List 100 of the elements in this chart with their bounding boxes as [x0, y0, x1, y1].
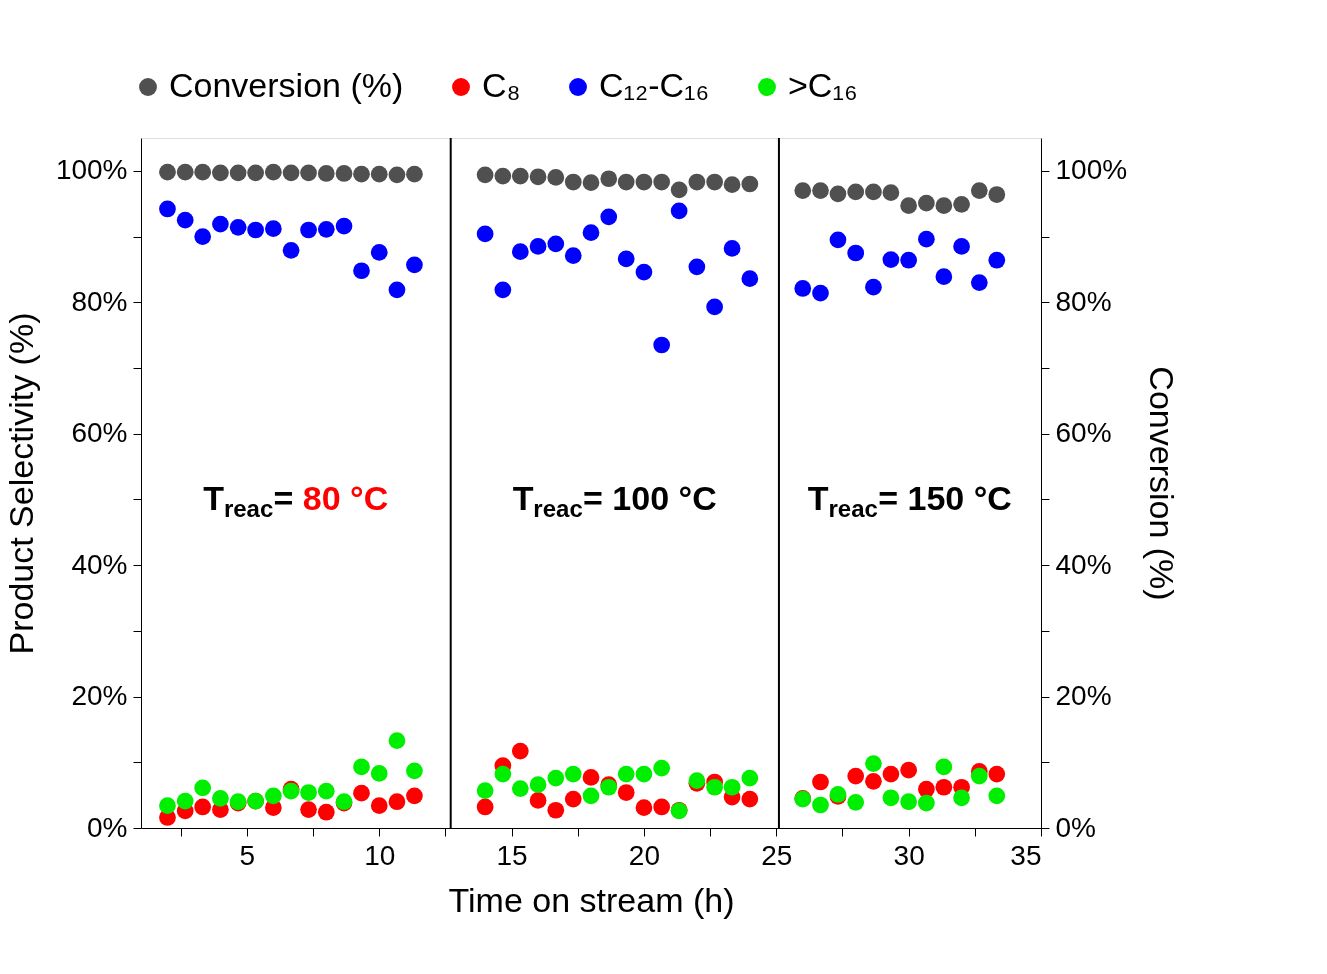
point [865, 772, 882, 790]
point [547, 769, 565, 787]
point [547, 801, 565, 819]
point [582, 787, 600, 805]
point [370, 165, 388, 183]
point [529, 238, 547, 255]
point [900, 793, 918, 811]
point [370, 797, 388, 815]
point [617, 784, 635, 801]
point [741, 790, 759, 808]
point [335, 217, 353, 235]
point [370, 765, 388, 782]
y2-tick-label: 100% [1055, 154, 1128, 186]
x-tick-label: 20 [628, 839, 661, 871]
point [317, 220, 335, 238]
point [264, 787, 282, 805]
point [476, 782, 494, 799]
y-tick-label: 80% [71, 285, 128, 317]
point [511, 742, 529, 760]
point [812, 182, 829, 199]
point [335, 165, 353, 182]
point [723, 240, 741, 257]
point [600, 208, 618, 226]
point [900, 251, 918, 269]
point [847, 244, 865, 262]
y-tick-label: 60% [71, 417, 128, 449]
point [918, 794, 935, 812]
point [476, 798, 494, 816]
y2-tick-label: 60% [1055, 417, 1112, 449]
point [953, 196, 970, 213]
point [617, 173, 635, 191]
x-axis-title: Time on stream (h) [448, 880, 735, 919]
point [970, 182, 988, 199]
point [388, 281, 406, 299]
point [317, 803, 335, 821]
point [935, 778, 953, 796]
legend-label: C₈ [482, 66, 521, 104]
point [529, 792, 547, 809]
point [900, 761, 918, 779]
point [264, 163, 282, 181]
point [547, 169, 565, 186]
point [882, 251, 900, 268]
point [159, 163, 176, 181]
point [564, 765, 582, 783]
x-tick-label: 10 [364, 839, 396, 871]
point [564, 790, 582, 808]
y2-axis-title: Conversion (%) [1143, 366, 1182, 601]
point [317, 165, 335, 182]
point [247, 164, 264, 182]
point [194, 779, 212, 797]
y-tick-label: 40% [71, 548, 128, 580]
point [494, 281, 512, 299]
y-tick-label: 100% [55, 154, 128, 186]
point [247, 221, 264, 239]
point [688, 258, 706, 276]
point [159, 200, 176, 218]
point [918, 194, 935, 212]
y-tick-label: 20% [71, 680, 128, 712]
point [370, 243, 388, 261]
point [882, 184, 900, 201]
point [847, 794, 865, 811]
point [317, 782, 335, 800]
legend-label: >C₁₆ [788, 66, 858, 104]
point [988, 251, 1006, 269]
point [176, 792, 194, 810]
point [476, 166, 494, 184]
x-tick-label: 35 [1010, 839, 1042, 871]
point [953, 238, 970, 255]
point [653, 336, 671, 354]
y2-tick-label: 40% [1055, 548, 1112, 580]
point [918, 780, 935, 798]
point [935, 758, 953, 776]
point [988, 787, 1006, 805]
point [159, 797, 176, 815]
point [212, 215, 229, 233]
point [847, 183, 865, 201]
point [741, 270, 759, 287]
point [212, 164, 229, 182]
point [635, 799, 653, 816]
point [547, 235, 565, 253]
point [988, 186, 1006, 203]
point [264, 220, 282, 238]
point [476, 225, 494, 243]
point [353, 262, 370, 280]
point [176, 211, 194, 229]
point [353, 784, 370, 802]
point [300, 164, 317, 182]
point [723, 176, 741, 194]
point [706, 778, 723, 796]
point [511, 167, 529, 185]
point [988, 765, 1006, 783]
point [194, 228, 212, 245]
y2-tick-label: 0% [1055, 811, 1096, 843]
point [741, 769, 759, 787]
point [812, 773, 829, 791]
point [511, 780, 529, 797]
point [600, 170, 618, 188]
point [812, 284, 829, 302]
point [829, 185, 847, 203]
point [847, 767, 865, 785]
